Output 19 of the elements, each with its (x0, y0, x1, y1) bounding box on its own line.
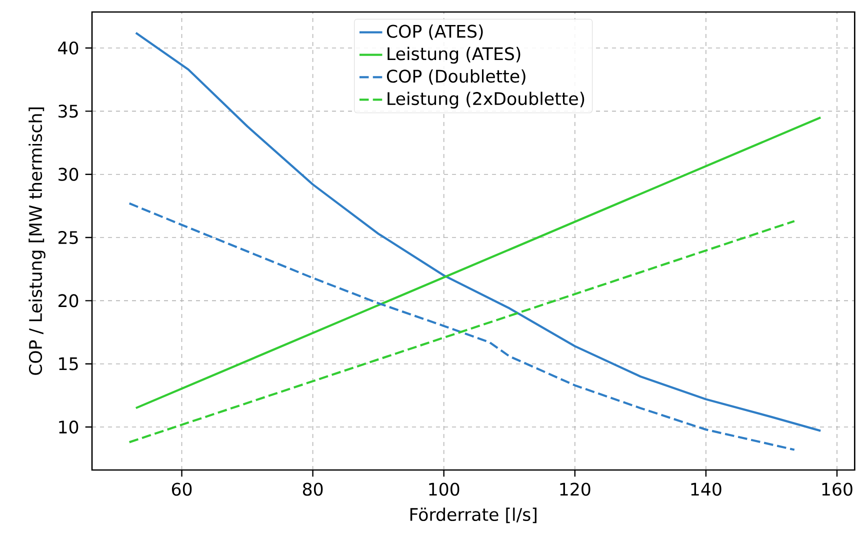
legend-label: Leistung (ATES) (388, 46, 520, 64)
y-tick-label: 15 (59, 357, 78, 370)
x-tick-label: 160 (822, 482, 852, 496)
y-tick-label: 20 (58, 294, 78, 308)
legend-label: Leistung (2xDoublette) (388, 92, 584, 109)
y-tick-label: 35 (58, 104, 78, 118)
x-tick-label: 80 (302, 482, 323, 496)
y-axis-title: COP / Leistung [MW thermisch] (28, 108, 46, 375)
x-tick-label: 60 (172, 482, 192, 496)
y-tick-label: 30 (58, 168, 78, 181)
y-tick-label: 40 (58, 41, 78, 55)
legend-label: COP (ATES) (386, 24, 483, 40)
legend-label: COP (Doublette) (386, 69, 526, 85)
x-axis-title: Förderrate [l/s] (410, 508, 536, 524)
y-tick-label: 10 (59, 420, 78, 434)
x-tick-label: 120 (560, 482, 590, 496)
x-tick-label: 100 (429, 482, 460, 496)
x-tick-label: 140 (691, 482, 722, 496)
y-tick-label: 25 (58, 230, 78, 244)
